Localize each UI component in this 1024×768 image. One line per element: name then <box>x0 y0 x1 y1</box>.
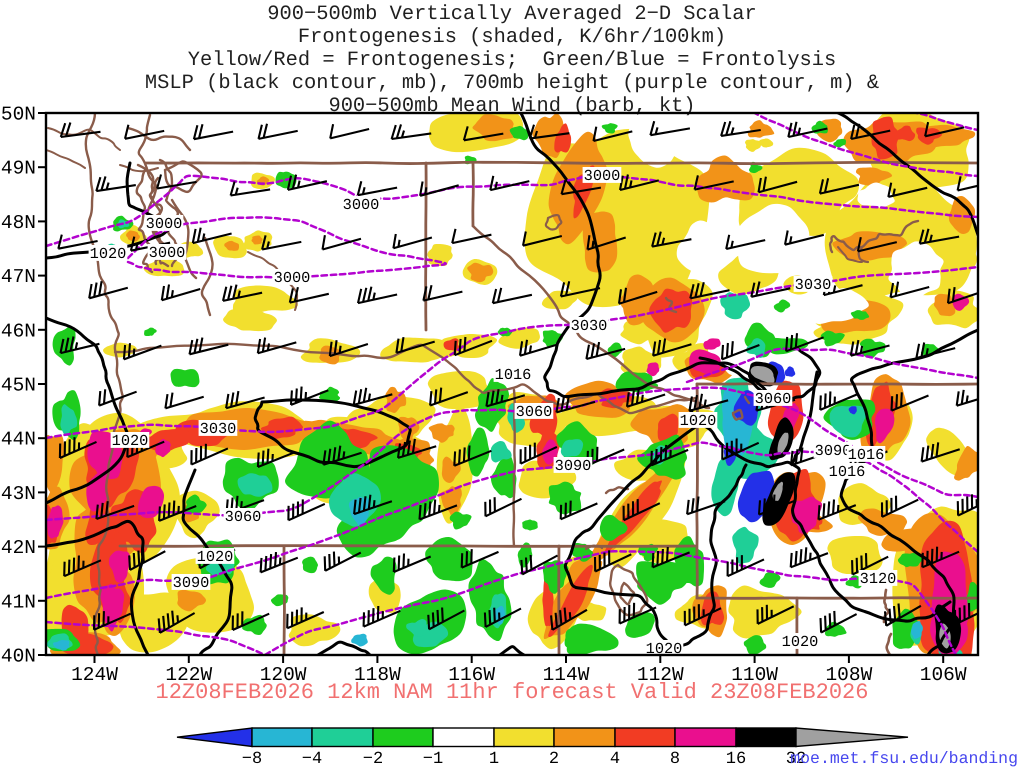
svg-text:3000: 3000 <box>146 215 183 233</box>
svg-text:124W: 124W <box>71 664 118 686</box>
svg-text:3090: 3090 <box>815 442 852 460</box>
svg-text:900−500mb Vertically Averaged: 900−500mb Vertically Averaged 2−D Scalar <box>267 3 756 26</box>
svg-text:8: 8 <box>670 750 680 768</box>
svg-text:2: 2 <box>549 750 559 768</box>
svg-text:1020: 1020 <box>197 548 234 566</box>
svg-text:1020: 1020 <box>680 412 717 430</box>
svg-text:112W: 112W <box>637 664 684 686</box>
svg-text:1016: 1016 <box>829 463 866 481</box>
svg-text:1020: 1020 <box>782 633 819 651</box>
svg-text:46N: 46N <box>1 320 36 342</box>
svg-text:49N: 49N <box>1 158 36 180</box>
svg-text:3060: 3060 <box>516 403 553 421</box>
svg-text:120W: 120W <box>260 664 307 686</box>
svg-text:41N: 41N <box>1 591 36 613</box>
svg-text:3000: 3000 <box>149 244 186 262</box>
svg-text:3030: 3030 <box>200 420 237 438</box>
svg-text:3060: 3060 <box>225 508 262 526</box>
svg-text:114W: 114W <box>543 664 590 686</box>
svg-text:4: 4 <box>610 750 620 768</box>
svg-text:108W: 108W <box>825 664 872 686</box>
svg-text:3090: 3090 <box>555 457 592 475</box>
svg-text:3030: 3030 <box>795 276 832 294</box>
svg-text:16: 16 <box>726 750 746 768</box>
svg-text:106W: 106W <box>920 664 967 686</box>
svg-text:122W: 122W <box>165 664 212 686</box>
svg-text:3000: 3000 <box>584 167 621 185</box>
svg-text:43N: 43N <box>1 483 36 505</box>
svg-text:42N: 42N <box>1 537 36 559</box>
svg-text:1016: 1016 <box>495 366 532 384</box>
svg-text:1020: 1020 <box>646 640 683 658</box>
svg-text:12Z08FEB2026 12km NAM 11hr for: 12Z08FEB2026 12km NAM 11hr forecast Vali… <box>156 680 869 705</box>
svg-text:MSLP (black contour, mb), 700m: MSLP (black contour, mb), 700mb height (… <box>145 72 879 95</box>
svg-text:47N: 47N <box>1 266 36 288</box>
svg-text:116W: 116W <box>448 664 495 686</box>
svg-text:3090: 3090 <box>173 574 210 592</box>
svg-text:−1: −1 <box>423 750 443 768</box>
svg-text:3060: 3060 <box>755 390 792 408</box>
svg-text:−4: −4 <box>302 750 322 768</box>
svg-text:3120: 3120 <box>860 570 897 588</box>
svg-text:moe.met.fsu.edu/banding: moe.met.fsu.edu/banding <box>790 749 1018 768</box>
svg-text:1020: 1020 <box>112 432 149 450</box>
svg-text:3000: 3000 <box>343 196 380 214</box>
svg-text:40N: 40N <box>1 646 36 668</box>
svg-text:3000: 3000 <box>274 269 311 287</box>
svg-text:−2: −2 <box>363 750 383 768</box>
svg-text:Yellow/Red = Frontogenesis; G: Yellow/Red = Frontogenesis; Green/Blue =… <box>188 49 837 72</box>
svg-text:3030: 3030 <box>571 317 608 335</box>
svg-text:110W: 110W <box>731 664 778 686</box>
svg-text:44N: 44N <box>1 429 36 451</box>
svg-text:50N: 50N <box>1 104 36 126</box>
svg-text:45N: 45N <box>1 375 36 397</box>
svg-text:−8: −8 <box>242 750 262 768</box>
svg-text:118W: 118W <box>354 664 401 686</box>
svg-text:1016: 1016 <box>848 446 885 464</box>
svg-text:32: 32 <box>786 750 806 768</box>
svg-text:1020: 1020 <box>90 245 127 263</box>
svg-text:1: 1 <box>489 750 499 768</box>
svg-text:Frontogenesis (shaded, K/6hr/1: Frontogenesis (shaded, K/6hr/100km) <box>298 26 726 49</box>
svg-text:48N: 48N <box>1 212 36 234</box>
